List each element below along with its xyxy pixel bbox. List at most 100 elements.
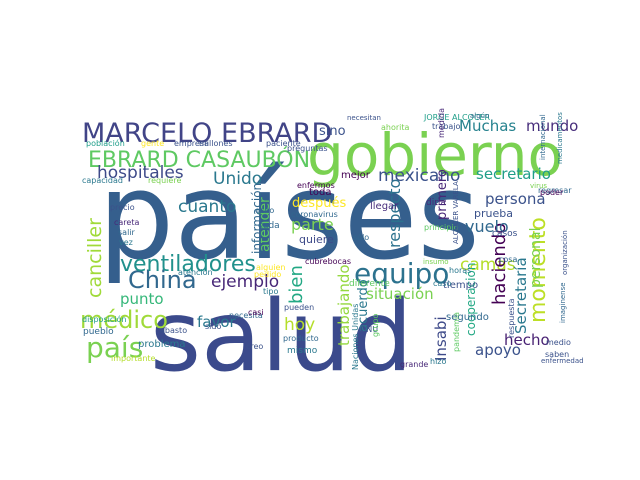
cloud-word: respecto (385, 179, 404, 248)
cloud-word: bien (286, 265, 307, 304)
cloud-word: sólo (353, 232, 369, 242)
cloud-word: cubrebocas (305, 257, 351, 266)
cloud-word: medio (546, 338, 571, 347)
cloud-word: medida (437, 108, 446, 138)
cloud-word: acuerdo (356, 279, 371, 332)
cloud-word: virus (530, 182, 547, 190)
cloud-word: abasto (160, 326, 187, 335)
cloud-word: después (292, 196, 347, 211)
cloud-word: tipo (263, 287, 278, 296)
cloud-word: equipo (354, 257, 449, 290)
cloud-word: Secretaría (512, 257, 530, 334)
cloud-word: pedido (254, 270, 281, 279)
cloud-word: hospitales (97, 163, 184, 183)
cloud-word: camas (460, 255, 516, 275)
cloud-word: alguien (256, 263, 286, 272)
cloud-word: vez (119, 238, 133, 247)
cloud-word: hizo (430, 357, 446, 366)
cloud-word: paciente (266, 139, 301, 148)
cloud-word: medicamentos (556, 112, 564, 164)
cloud-word: punto (120, 290, 164, 308)
cloud-word: empresa (174, 139, 209, 148)
cloud-word: JORGE ALCOCER (423, 113, 490, 122)
cloud-word: quiere (299, 233, 334, 246)
cloud-word: apoyo (475, 341, 521, 359)
cloud-word: mismo (287, 346, 318, 356)
cloud-word: casi (248, 308, 264, 317)
cloud-word: ALCOCER VARELA (452, 181, 460, 244)
cloud-word: información (250, 183, 264, 254)
cloud-word: capacidad (82, 176, 123, 185)
cloud-word: diría (426, 198, 446, 208)
cloud-word: insumo (423, 258, 449, 266)
cloud-word: importante (111, 354, 156, 363)
cloud-word: toda (309, 187, 332, 198)
cloud-word: situación (366, 285, 434, 303)
cloud-word: primero (435, 169, 450, 220)
cloud-word: organización (561, 230, 569, 275)
cloud-word: ONU (360, 325, 378, 334)
cloud-word: respuesta (507, 298, 516, 338)
cloud-word: momento (526, 217, 551, 323)
cloud-word: trabajando (335, 264, 353, 346)
cloud-word: segundo (446, 312, 489, 323)
cloud-word: creo (246, 342, 263, 351)
cloud-word: principio (424, 223, 459, 232)
cloud-word: grupo (371, 313, 380, 337)
cloud-word: necesita (229, 311, 263, 320)
cloud-word: imaginense (559, 282, 567, 323)
cloud-word: llegar (370, 201, 399, 212)
cloud-word: atender (257, 197, 273, 252)
cloud-word: diferente (349, 279, 390, 289)
cloud-word: atención (178, 267, 213, 277)
cloud-word: gente (141, 139, 164, 148)
cloud-word: prueba (474, 207, 513, 220)
cloud-word: necesitan (347, 114, 381, 122)
cloud-word: cooperación (464, 263, 478, 336)
cloud-word: requiere (148, 176, 181, 185)
cloud-word: saben (545, 350, 569, 359)
cloud-word: sino (319, 124, 346, 139)
cloud-word: poder (540, 188, 564, 197)
cloud-word: EBRARD CASAUBÓN (88, 147, 310, 173)
cloud-word: regresar (538, 186, 572, 195)
cloud-word: horas (449, 266, 471, 275)
cloud-word: parte (291, 215, 334, 234)
cloud-word: Naciones Unidas (351, 304, 360, 370)
cloud-word: enfermedad (541, 357, 584, 365)
cloud-word: país (86, 331, 143, 364)
cloud-word: coronavirus (291, 210, 338, 219)
cloud-word: precio (110, 203, 135, 212)
cloud-word: trabajo (432, 122, 461, 131)
cloud-word: Muchas (459, 117, 516, 135)
cloud-word: mexicano (378, 166, 460, 186)
cloud-word: persona (485, 190, 546, 208)
cloud-word: salud (150, 280, 413, 394)
cloud-word: enfermos (297, 181, 335, 190)
cloud-word: tiempo (443, 280, 478, 291)
cloud-word: careta (114, 218, 139, 227)
cloud-word: pueden (284, 303, 314, 312)
cloud-word: cada (258, 221, 280, 231)
cloud-word: China (128, 266, 197, 294)
cloud-word: salir (118, 228, 136, 237)
cloud-word: pandemia (452, 312, 461, 352)
cloud-word: casos (492, 229, 518, 239)
cloud-word: MARCELO EBRARD (82, 118, 332, 149)
cloud-word: países (98, 148, 480, 287)
cloud-word: canciller (84, 218, 106, 298)
cloud-word: hoy (284, 315, 315, 335)
cloud-word: producto (283, 334, 319, 343)
cloud-word: disposición (82, 314, 126, 324)
cloud-word: ejemplo (211, 272, 279, 292)
cloud-word: pueblo (83, 327, 114, 337)
cloud-word: Unido (213, 169, 262, 189)
cloud-word: personal (528, 228, 544, 288)
cloud-word: millones (199, 139, 233, 148)
cloud-word: médico (80, 306, 168, 334)
cloud-word: haciendo (489, 223, 510, 305)
cloud-word: mejor (341, 170, 371, 181)
cloud-word: hecho (504, 331, 550, 349)
cloud-word: problema (138, 339, 186, 350)
